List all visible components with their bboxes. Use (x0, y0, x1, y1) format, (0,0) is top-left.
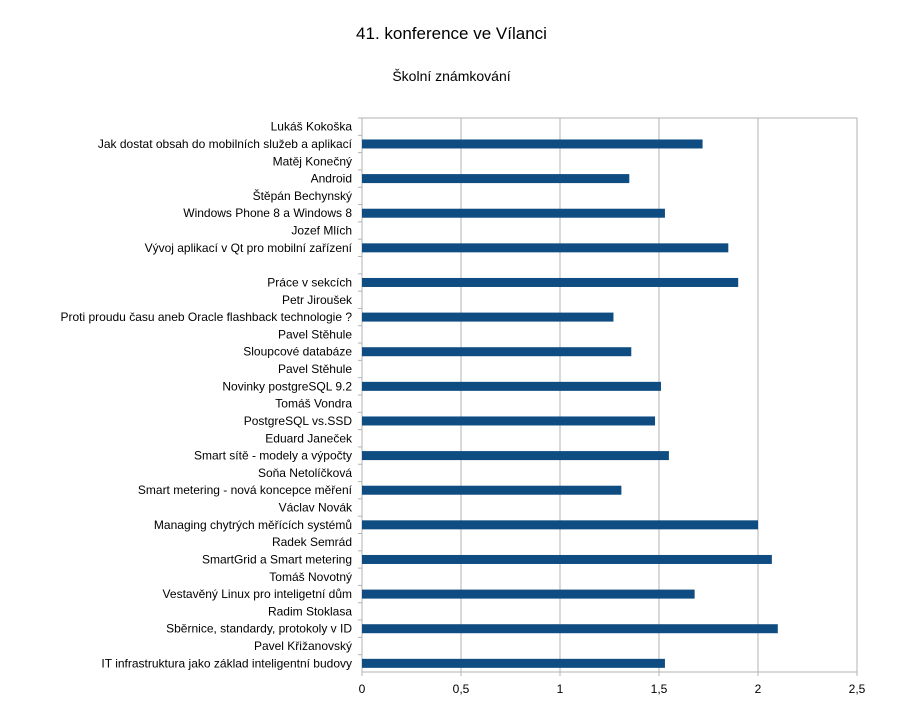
category-label: Soňa Netolíčková (258, 466, 352, 480)
bar (362, 208, 665, 218)
x-tick-label: 0 (359, 682, 366, 696)
category-label: Smart metering - nová koncepce měření (138, 483, 353, 497)
bars (362, 139, 778, 668)
category-label: Pavel Stěhule (278, 362, 352, 376)
x-tick-labels: 0 0,5 1 1,5 2 2,5 (359, 682, 866, 696)
category-label: Novinky postgreSQL 9.2 (222, 379, 352, 393)
category-label: Matěj Konečný (273, 154, 352, 168)
category-label: Jak dostat obsah do mobilních služeb a a… (98, 137, 353, 151)
x-tick-label: 1,5 (651, 682, 668, 696)
category-label: Proti proudu času aneb Oracle flashback … (60, 310, 352, 324)
bar (362, 347, 632, 357)
category-label: Android (311, 172, 352, 186)
category-label: Smart sítě - modely a výpočty (194, 449, 352, 463)
category-label: PostgreSQL vs.SSD (244, 414, 353, 428)
category-label: Jozef Mlích (291, 224, 352, 238)
bar (362, 624, 778, 634)
plot-frame (361, 117, 858, 673)
category-label: Sběrnice, standardy, protokoly v ID (166, 622, 352, 636)
x-tick-label: 1 (557, 682, 564, 696)
category-label: Eduard Janeček (265, 431, 353, 445)
bar (362, 174, 630, 184)
bar (362, 451, 669, 461)
chart-subtitle: Školní známkování (392, 68, 511, 84)
category-label: Práce v sekcích (267, 275, 352, 289)
category-label: Tomáš Vondra (275, 397, 352, 411)
category-label: Windows Phone 8 a Windows 8 (183, 206, 352, 220)
category-labels: Lukáš Kokoška Jak dostat obsah do mobilní… (60, 120, 353, 671)
bar (362, 243, 729, 253)
category-label: Pavel Stěhule (278, 327, 352, 341)
bar (362, 139, 703, 149)
bar (362, 589, 695, 599)
x-tick-label: 0,5 (453, 682, 470, 696)
category-label: Lukáš Kokoška (271, 120, 353, 134)
bar (362, 485, 622, 495)
category-label: Pavel Křižanovský (254, 639, 352, 653)
x-tick-label: 2 (755, 682, 762, 696)
category-label: Tomáš Novotný (269, 570, 352, 584)
bar (362, 381, 661, 391)
category-label: Managing chytrých měřících systémů (154, 518, 352, 532)
category-label: Radek Semrád (272, 535, 352, 549)
bar (362, 416, 656, 426)
bar (362, 554, 772, 564)
category-label: Petr Jiroušek (282, 293, 353, 307)
bar (362, 277, 739, 287)
bar (362, 520, 758, 530)
chart-title: 41. konference ve Vílanci (356, 24, 547, 43)
category-label: Vestavěný Linux pro inteligetní dům (163, 587, 352, 601)
category-label: SmartGrid a Smart metering (202, 552, 352, 566)
bar (362, 312, 614, 322)
category-label: Sloupcové databáze (243, 345, 352, 359)
category-label: Václav Novák (279, 501, 353, 515)
x-tick-label: 2,5 (849, 682, 866, 696)
category-label: Štěpán Bechynský (253, 188, 352, 203)
category-label: IT infrastruktura jako základ inteligent… (101, 656, 352, 670)
bar (362, 658, 665, 668)
category-label: Radim Stoklasa (268, 604, 352, 618)
category-label: Vývoj aplikací v Qt pro mobilní zařízení (145, 241, 353, 255)
